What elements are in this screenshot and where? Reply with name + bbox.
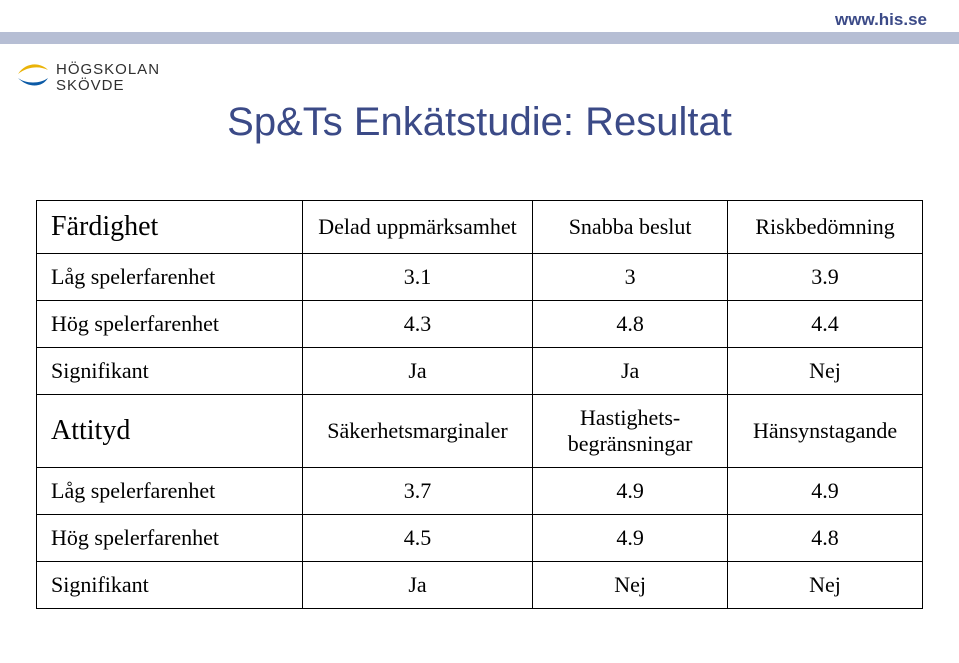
cell: 3 (533, 254, 728, 301)
cell: 3.9 (728, 254, 923, 301)
cell: Nej (728, 562, 923, 609)
logo-text: HÖGSKOLAN SKÖVDE (56, 62, 160, 94)
cell: Ja (302, 348, 532, 395)
cell: Ja (533, 348, 728, 395)
col-header: Hänsynstagande (728, 395, 923, 468)
cell: 4.8 (728, 515, 923, 562)
row-label: Låg spelerfarenhet (37, 468, 303, 515)
table-row: Hög spelerfarenhet 4.3 4.8 4.4 (37, 301, 923, 348)
col-header: Hastighets-begränsningar (533, 395, 728, 468)
cell: 4.9 (728, 468, 923, 515)
cell: 4.5 (302, 515, 532, 562)
col-header: Snabba beslut (533, 201, 728, 254)
cell: Nej (533, 562, 728, 609)
table-row: Hög spelerfarenhet 4.5 4.9 4.8 (37, 515, 923, 562)
page-title: Sp&Ts Enkätstudie: Resultat (0, 100, 959, 145)
results-table: Färdighet Delad uppmärksamhet Snabba bes… (36, 200, 923, 609)
cell: 4.8 (533, 301, 728, 348)
cell: 4.9 (533, 468, 728, 515)
cell: 3.7 (302, 468, 532, 515)
table-row: Färdighet Delad uppmärksamhet Snabba bes… (37, 201, 923, 254)
cell: Nej (728, 348, 923, 395)
cell: Ja (302, 562, 532, 609)
header-url: www.his.se (835, 10, 927, 30)
cell: 4.4 (728, 301, 923, 348)
col-header: Delad uppmärksamhet (302, 201, 532, 254)
row-label: Hög spelerfarenhet (37, 301, 303, 348)
col-header: Säkerhetsmarginaler (302, 395, 532, 468)
section-head: Attityd (37, 395, 303, 468)
cell: 3.1 (302, 254, 532, 301)
header-band (0, 32, 959, 44)
table-row: Signifikant Ja Nej Nej (37, 562, 923, 609)
table-row: Låg spelerfarenhet 3.1 3 3.9 (37, 254, 923, 301)
col-header: Riskbedömning (728, 201, 923, 254)
row-label: Låg spelerfarenhet (37, 254, 303, 301)
logo-line1: HÖGSKOLAN (56, 62, 160, 78)
cell: 4.9 (533, 515, 728, 562)
row-label: Signifikant (37, 562, 303, 609)
cell: 4.3 (302, 301, 532, 348)
logo: HÖGSKOLAN SKÖVDE (16, 60, 160, 95)
logo-swoosh-icon (16, 60, 50, 95)
row-label: Signifikant (37, 348, 303, 395)
table-row: Attityd Säkerhetsmarginaler Hastighets-b… (37, 395, 923, 468)
table-row: Signifikant Ja Ja Nej (37, 348, 923, 395)
row-label: Hög spelerfarenhet (37, 515, 303, 562)
section-head: Färdighet (37, 201, 303, 254)
table-row: Låg spelerfarenhet 3.7 4.9 4.9 (37, 468, 923, 515)
logo-line2: SKÖVDE (56, 78, 160, 94)
